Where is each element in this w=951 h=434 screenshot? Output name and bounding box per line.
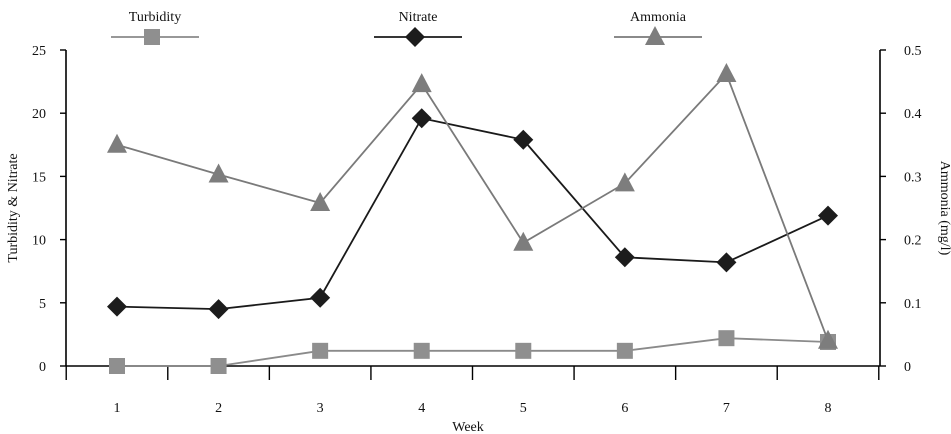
x-tick-label: 8: [825, 401, 832, 416]
x-tick-label: 6: [621, 401, 628, 416]
legend-marker-turbidity: [144, 29, 160, 45]
turbidity-point: [515, 342, 532, 359]
x-tick-label: 2: [215, 401, 222, 416]
turbidity-point: [312, 342, 329, 359]
ammonia-point: [208, 163, 229, 183]
tick-labels: 0 5 10 15 20 25 0 0.1 0.2 0.3 0.4 0.5 1 2 3 4 5 6 7 8: [32, 44, 922, 416]
ammonia-point: [310, 191, 331, 211]
ammonia-point: [716, 63, 737, 83]
left-y-tick-label: 0: [39, 360, 46, 375]
turbidity-point: [718, 330, 735, 347]
x-tick-label: 7: [723, 401, 730, 416]
legend-label-turbidity: Turbidity: [129, 10, 181, 25]
turbidity-point: [210, 358, 227, 374]
left-y-tick-label: 20: [32, 107, 46, 122]
ammonia-point: [411, 73, 432, 93]
x-tick-label: 1: [114, 401, 121, 416]
nitrate-point: [513, 129, 534, 150]
legend-marker-nitrate: [405, 27, 425, 47]
series-ammonia: [107, 63, 838, 349]
right-y-tick-label: 0: [904, 360, 911, 375]
left-y-tick-label: 15: [32, 170, 46, 185]
nitrate-point: [107, 296, 127, 317]
legend-item-nitrate: Nitrate: [374, 10, 462, 47]
right-y-tick-label: 0.1: [904, 297, 922, 312]
turbidity-point: [109, 358, 125, 374]
right-y-tick-label: 0.2: [904, 234, 922, 249]
nitrate-point: [716, 252, 737, 273]
turbidity-point: [413, 342, 430, 359]
left-y-tick-label: 5: [39, 297, 46, 312]
ammonia-line: [116, 72, 829, 342]
right-y-tick-label: 0.5: [904, 44, 922, 59]
legend-marker-ammonia: [645, 26, 665, 45]
ammonia-point: [614, 172, 635, 192]
right-y-axis-title: Ammonia (mg/l): [937, 161, 951, 256]
x-axis-title: Week: [452, 420, 484, 434]
axes: [65, 50, 881, 367]
right-y-tick-label: 0.3: [904, 170, 922, 185]
nitrate-point: [208, 299, 229, 320]
series-layer: [107, 63, 838, 374]
ticks: [60, 49, 886, 380]
left-y-tick-label: 25: [32, 44, 46, 59]
turbidity-line: [117, 337, 829, 367]
nitrate-point: [818, 205, 838, 226]
nitrate-line: [116, 117, 829, 311]
ammonia-point: [513, 231, 534, 251]
legend-label-nitrate: Nitrate: [399, 10, 438, 25]
legend-item-turbidity: Turbidity: [111, 10, 199, 45]
ammonia-point: [107, 133, 127, 153]
legend: Turbidity Nitrate Ammonia: [111, 10, 702, 47]
turbidity-point: [616, 342, 633, 359]
nitrate-point: [310, 287, 331, 308]
series-nitrate: [107, 108, 838, 320]
x-tick-label: 3: [317, 401, 324, 416]
legend-item-ammonia: Ammonia: [614, 10, 702, 45]
ammonia-point: [818, 329, 838, 349]
left-y-tick-label: 10: [32, 234, 46, 249]
nitrate-point: [614, 247, 635, 268]
x-tick-label: 4: [418, 401, 425, 416]
right-y-tick-label: 0.4: [904, 107, 922, 122]
x-tick-label: 5: [520, 401, 527, 416]
left-y-axis-title: Turbidity & Nitrate: [6, 153, 21, 262]
nitrate-point: [411, 108, 432, 129]
legend-label-ammonia: Ammonia: [630, 10, 687, 25]
